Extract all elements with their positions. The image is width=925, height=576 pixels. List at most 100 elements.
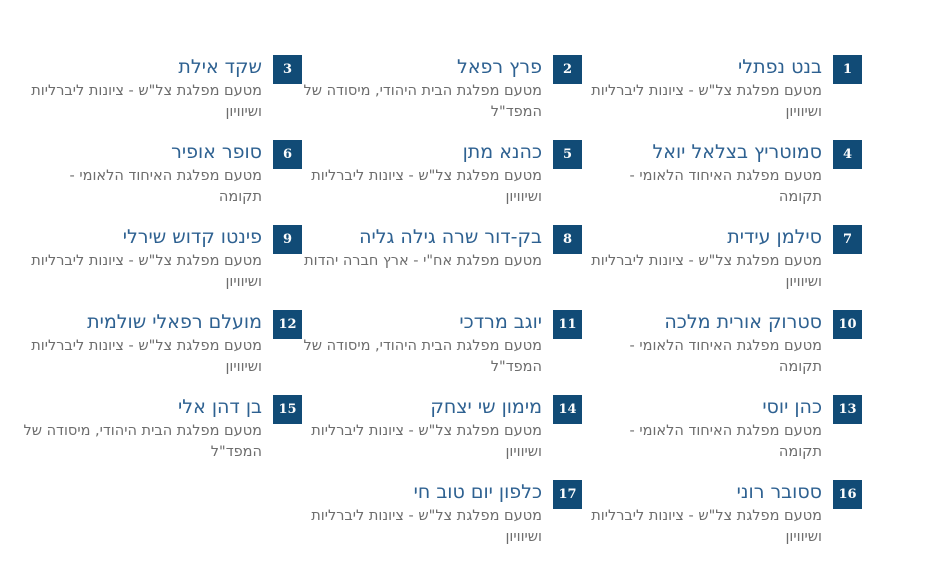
candidate-number: 15 [278,402,297,417]
candidate-card: 1 בנט נפתלי מטעם מפלגת צל"ש - ציונות ליב… [582,55,862,140]
candidate-number: 5 [562,147,573,162]
candidate-card: 15 בן דהן אלי מטעם מפלגת הבית היהודי, מי… [22,395,302,480]
candidate-text: סטרוק אורית מלכה מטעם מפלגת האיחוד הלאומ… [582,310,822,378]
candidate-name: בן דהן אלי [178,396,262,418]
candidate-number-badge: 6 [273,140,302,169]
candidate-text: מועלם רפאלי שולמית מטעם מפלגת צל"ש - ציו… [22,310,262,378]
candidate-card: 12 מועלם רפאלי שולמית מטעם מפלגת צל"ש - … [22,310,302,395]
candidate-name: סמוטריץ בצלאל יואל [652,141,822,163]
candidate-number-badge: 9 [273,225,302,254]
candidate-number: 8 [562,232,573,247]
candidate-party-label: מטעם מפלגת האיחוד הלאומי - תקומה [629,338,822,375]
candidate-number: 9 [282,232,293,247]
candidate-card: 2 פרץ רפאל מטעם מפלגת הבית היהודי, מיסוד… [302,55,582,140]
candidate-card: 14 מימון שי יצחק מטעם מפלגת צל"ש - ציונו… [302,395,582,480]
candidate-number-badge: 15 [273,395,302,424]
candidate-party-label: מטעם מפלגת צל"ש - ציונות ליברליות ושיווי… [591,253,822,290]
candidate-name: בק-דור שרה גילה גליה [359,226,542,248]
candidate-number: 13 [838,402,857,417]
candidate-grid: 1 בנט נפתלי מטעם מפלגת צל"ש - ציונות ליב… [22,55,862,565]
candidate-name: בנט נפתלי [738,56,822,78]
candidate-text: מימון שי יצחק מטעם מפלגת צל"ש - ציונות ל… [302,395,542,463]
candidate-number: 17 [558,487,577,502]
candidate-name: מימון שי יצחק [430,396,542,418]
candidate-party-label: מטעם מפלגת צל"ש - ציונות ליברליות ושיווי… [31,338,262,375]
candidate-name: שקד אילת [178,56,262,78]
candidate-party-label: מטעם מפלגת צל"ש - ציונות ליברליות ושיווי… [311,168,542,205]
candidate-name: כלפון יום טוב חי [413,481,542,503]
candidate-name: כהן יוסי [762,396,822,418]
candidate-number-badge: 16 [833,480,862,509]
candidate-text: פרץ רפאל מטעם מפלגת הבית היהודי, מיסודה … [302,55,542,123]
candidate-number-badge: 7 [833,225,862,254]
candidate-card: 4 סמוטריץ בצלאל יואל מטעם מפלגת האיחוד ה… [582,140,862,225]
candidate-name: ססובר רוני [736,481,822,503]
candidate-name: סופר אופיר [171,141,262,163]
candidate-party-label: מטעם מפלגת צל"ש - ציונות ליברליות ושיווי… [311,423,542,460]
candidate-number: 1 [842,62,853,77]
candidate-party-label: מטעם מפלגת האיחוד הלאומי - תקומה [69,168,262,205]
candidate-number: 6 [282,147,293,162]
candidate-text: סופר אופיר מטעם מפלגת האיחוד הלאומי - תק… [22,140,262,208]
candidate-name: יוגב מרדכי [459,311,542,333]
candidate-party-label: מטעם מפלגת הבית היהודי, מיסודה של המפד"ל [23,423,262,460]
candidate-card: 11 יוגב מרדכי מטעם מפלגת הבית היהודי, מי… [302,310,582,395]
candidate-number: 4 [842,147,853,162]
candidate-card: 9 פינטו קדוש שירלי מטעם מפלגת צל"ש - ציו… [22,225,302,310]
candidate-number-badge: 12 [273,310,302,339]
candidate-number-badge: 3 [273,55,302,84]
candidate-card: 7 סילמן עידית מטעם מפלגת צל"ש - ציונות ל… [582,225,862,310]
candidate-number-badge: 8 [553,225,582,254]
candidate-party-label: מטעם מפלגת אח"י - ארץ חברה יהדות [304,253,542,269]
candidate-number-badge: 17 [553,480,582,509]
candidate-card: 10 סטרוק אורית מלכה מטעם מפלגת האיחוד הל… [582,310,862,395]
candidate-card: 3 שקד אילת מטעם מפלגת צל"ש - ציונות ליבר… [22,55,302,140]
candidate-party-label: מטעם מפלגת האיחוד הלאומי - תקומה [629,168,822,205]
candidate-text: כהנא מתן מטעם מפלגת צל"ש - ציונות ליברלי… [302,140,542,208]
candidate-text: בן דהן אלי מטעם מפלגת הבית היהודי, מיסוד… [22,395,262,463]
candidate-name: כהנא מתן [462,141,542,163]
candidate-party-label: מטעם מפלגת צל"ש - ציונות ליברליות ושיווי… [591,83,822,120]
candidate-name: מועלם רפאלי שולמית [87,311,262,333]
candidate-name: סטרוק אורית מלכה [664,311,822,333]
candidate-card: 6 סופר אופיר מטעם מפלגת האיחוד הלאומי - … [22,140,302,225]
candidate-party-label: מטעם מפלגת האיחוד הלאומי - תקומה [629,423,822,460]
candidate-number: 12 [278,317,297,332]
candidate-text: שקד אילת מטעם מפלגת צל"ש - ציונות ליברלי… [22,55,262,123]
candidate-text: סילמן עידית מטעם מפלגת צל"ש - ציונות ליב… [582,225,822,293]
candidate-number-badge: 4 [833,140,862,169]
candidate-card: 13 כהן יוסי מטעם מפלגת האיחוד הלאומי - ת… [582,395,862,480]
candidate-party-label: מטעם מפלגת צל"ש - ציונות ליברליות ושיווי… [31,253,262,290]
candidate-number-badge: 2 [553,55,582,84]
candidate-number-badge: 10 [833,310,862,339]
candidate-number: 14 [558,402,577,417]
candidate-card: 5 כהנא מתן מטעם מפלגת צל"ש - ציונות ליבר… [302,140,582,225]
candidate-number: 2 [562,62,573,77]
candidate-party-label: מטעם מפלגת הבית היהודי, מיסודה של המפד"ל [303,83,542,120]
candidate-number: 11 [558,317,577,332]
candidate-party-label: מטעם מפלגת צל"ש - ציונות ליברליות ושיווי… [31,83,262,120]
candidate-text: פינטו קדוש שירלי מטעם מפלגת צל"ש - ציונו… [22,225,262,293]
candidate-number-badge: 11 [553,310,582,339]
candidate-name: פינטו קדוש שירלי [122,226,262,248]
candidate-text: בק-דור שרה גילה גליה מטעם מפלגת אח"י - א… [302,225,542,272]
candidate-name: סילמן עידית [727,226,822,248]
candidate-number: 16 [838,487,857,502]
candidate-party-label: מטעם מפלגת צל"ש - ציונות ליברליות ושיווי… [311,508,542,545]
candidate-number-badge: 5 [553,140,582,169]
candidate-number-badge: 13 [833,395,862,424]
candidate-card: 8 בק-דור שרה גילה גליה מטעם מפלגת אח"י -… [302,225,582,310]
candidate-text: יוגב מרדכי מטעם מפלגת הבית היהודי, מיסוד… [302,310,542,378]
candidate-text: בנט נפתלי מטעם מפלגת צל"ש - ציונות ליברל… [582,55,822,123]
candidate-card: 17 כלפון יום טוב חי מטעם מפלגת צל"ש - צי… [302,480,582,565]
candidate-number: 10 [838,317,857,332]
candidate-number: 7 [842,232,853,247]
candidate-text: ססובר רוני מטעם מפלגת צל"ש - ציונות ליבר… [582,480,822,548]
candidate-number: 3 [282,62,293,77]
candidate-text: סמוטריץ בצלאל יואל מטעם מפלגת האיחוד הלא… [582,140,822,208]
candidate-name: פרץ רפאל [457,56,542,78]
candidate-number-badge: 14 [553,395,582,424]
candidate-card: 16 ססובר רוני מטעם מפלגת צל"ש - ציונות ל… [582,480,862,565]
candidate-party-label: מטעם מפלגת צל"ש - ציונות ליברליות ושיווי… [591,508,822,545]
candidate-number-badge: 1 [833,55,862,84]
